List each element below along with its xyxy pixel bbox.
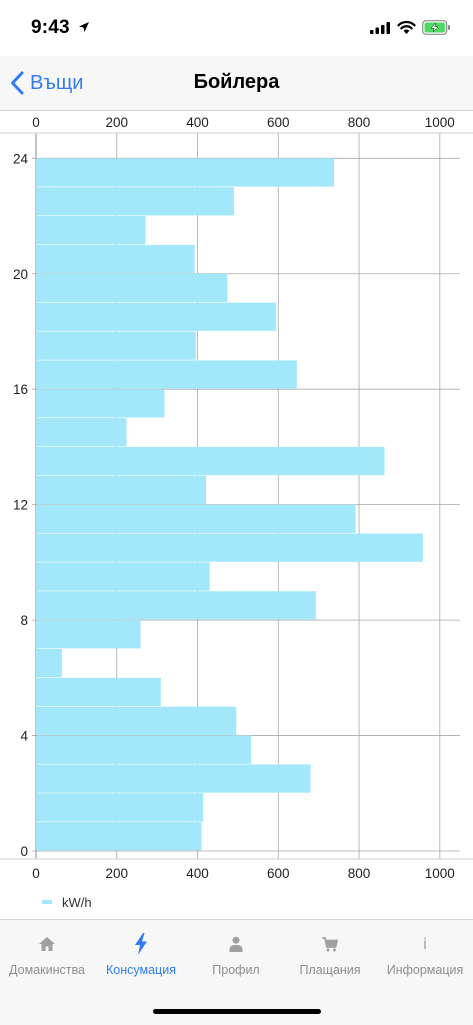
bar-hour-23 <box>36 187 234 216</box>
bar-hour-20 <box>36 273 228 303</box>
bar-hour-13 <box>36 475 207 505</box>
tab-consumption[interactable]: Консумация <box>94 920 188 990</box>
bar-hour-9 <box>36 591 316 620</box>
y-tick-label: 0 <box>20 844 28 859</box>
tab-payments-label: Плащания <box>299 963 361 977</box>
tab-information-label: Информация <box>386 963 464 977</box>
bar-hour-18 <box>36 331 196 360</box>
bar-hour-12 <box>36 504 356 533</box>
x-tick-label-top: 600 <box>267 115 290 130</box>
bar-hour-1 <box>36 822 202 851</box>
bar-hour-24 <box>36 158 335 187</box>
bar-hour-5 <box>36 706 237 735</box>
home-indicator <box>153 1009 321 1014</box>
bar-hour-14 <box>36 446 385 476</box>
bar-hour-3 <box>36 764 311 793</box>
lightning-icon <box>134 933 148 955</box>
tab-households[interactable]: Домакинства <box>0 920 94 990</box>
tab-households-label: Домакинства <box>9 963 85 977</box>
y-tick-label: 12 <box>13 498 28 513</box>
x-tick-label-top: 200 <box>105 115 128 130</box>
bar-hour-8 <box>36 620 141 649</box>
x-tick-label-bottom: 200 <box>105 866 128 881</box>
bar-hour-11 <box>36 533 423 562</box>
back-button[interactable]: Въщи <box>10 66 83 100</box>
wifi-icon <box>397 20 416 34</box>
chevron-left-icon <box>11 71 24 95</box>
tab-information[interactable]: i Информация <box>378 920 472 990</box>
legend-label: kW/h <box>62 895 92 910</box>
bar-hour-21 <box>36 244 195 274</box>
location-arrow-icon <box>79 22 89 32</box>
x-tick-label-top: 1000 <box>425 115 455 130</box>
status-bar: 9:43 <box>0 0 473 56</box>
consumption-chart: 0 0 200 200 400 400 600 600 800 800 1000 1000 0 4 8 12 1… <box>0 111 473 919</box>
info-icon: i <box>422 935 428 953</box>
tab-payments[interactable]: Плащания <box>283 920 377 990</box>
bar-chart: 0020020040040060060080080010001000048121… <box>0 115 473 910</box>
bar-hour-15 <box>36 418 127 447</box>
x-tick-label-top: 800 <box>348 115 371 130</box>
bar-hour-19 <box>36 302 277 331</box>
tab-consumption-label: Консумация <box>106 963 176 977</box>
bar-hour-6 <box>36 677 161 707</box>
x-tick-label-bottom: 800 <box>348 866 371 881</box>
bar-hour-4 <box>36 735 252 764</box>
legend-swatch <box>42 900 52 904</box>
x-tick-label-bottom: 600 <box>267 866 290 881</box>
bar-hour-2 <box>36 793 204 822</box>
x-tick-label-top: 400 <box>186 115 209 130</box>
home-icon <box>38 934 56 954</box>
bar-hour-16 <box>36 389 165 418</box>
y-tick-label: 24 <box>13 151 29 166</box>
y-tick-label: 8 <box>20 613 28 628</box>
bar-hour-10 <box>36 562 210 591</box>
x-tick-label-bottom: 1000 <box>425 866 455 881</box>
bar-hour-7 <box>36 648 62 678</box>
back-button-label: Въщи <box>30 71 84 94</box>
tab-profile-label: Профил <box>212 963 260 977</box>
page-title: Бойлера <box>193 71 280 93</box>
status-time: 9:43 <box>31 17 70 38</box>
y-tick-label: 16 <box>13 382 28 397</box>
person-icon <box>229 934 243 954</box>
x-tick-label-bottom: 400 <box>186 866 209 881</box>
battery-charging-icon <box>422 20 450 35</box>
x-tick-label-top: 0 <box>32 115 40 130</box>
y-tick-label: 20 <box>13 267 28 282</box>
bar-hour-17 <box>36 360 297 389</box>
x-tick-label-bottom: 0 <box>32 866 40 881</box>
navigation-bar: Въщи Бойлера <box>0 56 473 111</box>
cellular-signal-icon <box>370 22 390 34</box>
tab-bar: Домакинства Консумация Профил Плаща <box>0 919 473 1025</box>
cart-icon <box>322 934 338 954</box>
tab-profile[interactable]: Профил <box>189 920 283 990</box>
bar-hour-22 <box>36 216 146 245</box>
y-tick-label: 4 <box>20 729 28 744</box>
